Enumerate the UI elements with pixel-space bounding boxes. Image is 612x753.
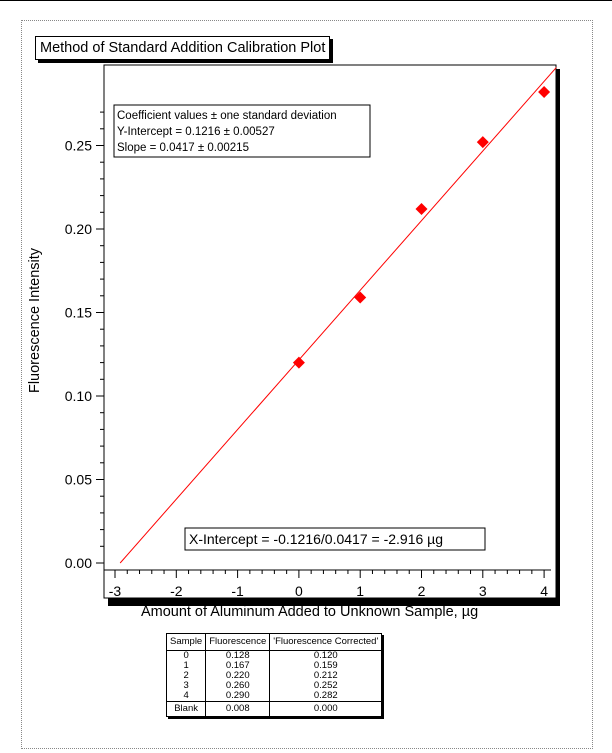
- table-row: 2 0.220 0.212: [165, 671, 383, 681]
- table-cell: 2: [165, 671, 207, 681]
- x-tick-label: -1: [231, 583, 244, 599]
- data-point: [476, 136, 489, 149]
- data-point: [415, 202, 428, 215]
- table-cell: 0.252: [269, 681, 383, 691]
- table-cell: 0.220: [205, 671, 271, 681]
- page-frame: [21, 20, 593, 749]
- page-top-rule: [0, 0, 612, 1]
- x-tick-label: 0: [295, 583, 303, 599]
- x-intercept-label: X-Intercept = -0.1216/0.0417 = -2.916 µg: [189, 531, 443, 547]
- data-point: [354, 291, 367, 304]
- table-header-cell: Fluorescence: [205, 633, 271, 651]
- table-cell: 3: [165, 681, 207, 691]
- fit-line-group: [119, 67, 557, 564]
- coefficient-box-frame: [113, 104, 371, 158]
- table-row-blank: Blank 0.008 0.000: [165, 701, 383, 717]
- table-cell: 0.008: [205, 701, 271, 717]
- x-tick-label: 3: [479, 583, 487, 599]
- table-cell: 0.128: [205, 650, 271, 661]
- y-tick-label: 0.20: [65, 221, 92, 237]
- x-intercept-box-frame: [184, 527, 486, 551]
- table-header-row: Sample Fluorescence 'Fluorescence Correc…: [165, 633, 383, 651]
- y-tick-label: 0.00: [65, 555, 92, 571]
- y-axis-title: Fluorescence Intensity: [27, 247, 43, 393]
- table-cell: 0.212: [269, 671, 383, 681]
- table-cell: 0.120: [269, 650, 383, 661]
- chart-title: Method of Standard Addition Calibration …: [35, 36, 331, 60]
- data-point: [538, 86, 551, 99]
- table-cell: 4: [165, 691, 207, 702]
- data-point: [292, 356, 305, 369]
- x-tick-label: 2: [418, 583, 426, 599]
- coefficient-line: Y-Intercept = 0.1216 ± 0.00527: [117, 126, 275, 138]
- x-intercept-box: X-Intercept = -0.1216/0.0417 = -2.916 µg: [184, 527, 486, 551]
- data-table: Sample Fluorescence 'Fluorescence Correc…: [165, 633, 383, 717]
- y-tick-label: 0.10: [65, 388, 92, 404]
- table-cell: 0.159: [269, 661, 383, 671]
- table-row: 4 0.290 0.282: [165, 691, 383, 702]
- x-tick-label: -2: [170, 583, 183, 599]
- table-cell: 1: [165, 661, 207, 671]
- x-tick-label: 4: [540, 583, 548, 599]
- axis-labels: -3 -2 -1 0 1 2 3 4 0.00 0.05 0.10 0.15 0.20 0.25 Amoun…: [27, 138, 548, 621]
- table-cell: Blank: [165, 701, 207, 717]
- table-row: 3 0.260 0.252: [165, 681, 383, 691]
- table-cell: 0.260: [205, 681, 271, 691]
- y-tick-label: 0.15: [65, 305, 92, 321]
- table-header-cell: 'Fluorescence Corrected': [269, 633, 383, 651]
- table-cell: 0.167: [205, 661, 271, 671]
- fit-line: [119, 67, 557, 564]
- y-tick-label: 0.25: [65, 138, 92, 154]
- annotations: Coefficient values ± one standard deviat…: [113, 104, 486, 551]
- coefficient-box: Coefficient values ± one standard deviat…: [113, 104, 371, 158]
- x-tick-label: -3: [109, 583, 122, 599]
- table-header-cell: Sample: [165, 633, 207, 651]
- x-tick-label: 1: [356, 583, 364, 599]
- y-tick-label: 0.05: [65, 472, 92, 488]
- table-row: 0 0.128 0.120: [165, 650, 383, 661]
- coefficient-line: Coefficient values ± one standard deviat…: [117, 110, 337, 122]
- table-cell: 0: [165, 650, 207, 661]
- table-cell: 0.290: [205, 691, 271, 702]
- table-cell: 0.282: [269, 691, 383, 702]
- coefficient-line: Slope = 0.0417 ± 0.00215: [117, 142, 249, 154]
- table-row: 1 0.167 0.159: [165, 661, 383, 671]
- calibration-plot: -3 -2 -1 0 1 2 3 4 0.00 0.05 0.10 0.15 0.20 0.25 Amoun…: [27, 64, 560, 621]
- table-cell: 0.000: [269, 701, 383, 717]
- data-points: [292, 86, 551, 369]
- x-axis-title: Amount of Aluminum Added to Unknown Samp…: [141, 604, 478, 620]
